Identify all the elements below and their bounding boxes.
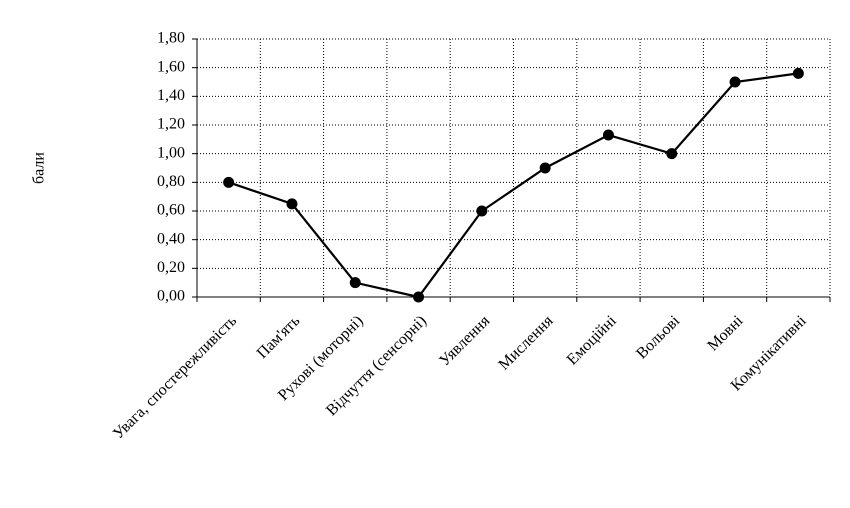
x-tick-label: Пам'ять [254, 312, 304, 362]
y-tick-label: 1,00 [157, 144, 185, 161]
marker [792, 67, 804, 79]
y-tick-label: 1,20 [157, 116, 185, 133]
y-tick-label: 0,80 [157, 173, 185, 190]
y-tick-label: 0,20 [157, 259, 185, 276]
x-tick-label: Мислення [495, 312, 557, 374]
marker [602, 129, 614, 141]
y-tick-label: 1,80 [157, 30, 185, 47]
x-tick-label: Уявлення [436, 312, 494, 370]
marker [413, 291, 425, 303]
y-tick-label: 1,60 [157, 58, 185, 75]
x-tick-label: Емоційні [564, 312, 621, 369]
marker [539, 162, 551, 174]
y-tick-label: 0,60 [157, 202, 185, 219]
y-tick-label: 0,00 [157, 288, 185, 305]
marker [286, 198, 298, 210]
y-tick-label: 0,40 [157, 230, 185, 247]
y-tick-label: 1,40 [157, 87, 185, 104]
y-axis-label: бали [31, 152, 48, 184]
marker [729, 76, 741, 88]
x-tick-label: Увага, спостережливість [110, 312, 240, 442]
marker [349, 277, 361, 289]
x-tick-label: Вольові [633, 312, 683, 362]
line [228, 72, 799, 299]
x-tick-label: Мовні [704, 312, 746, 354]
marker [476, 205, 488, 217]
marker [666, 148, 678, 160]
marker [223, 176, 235, 188]
